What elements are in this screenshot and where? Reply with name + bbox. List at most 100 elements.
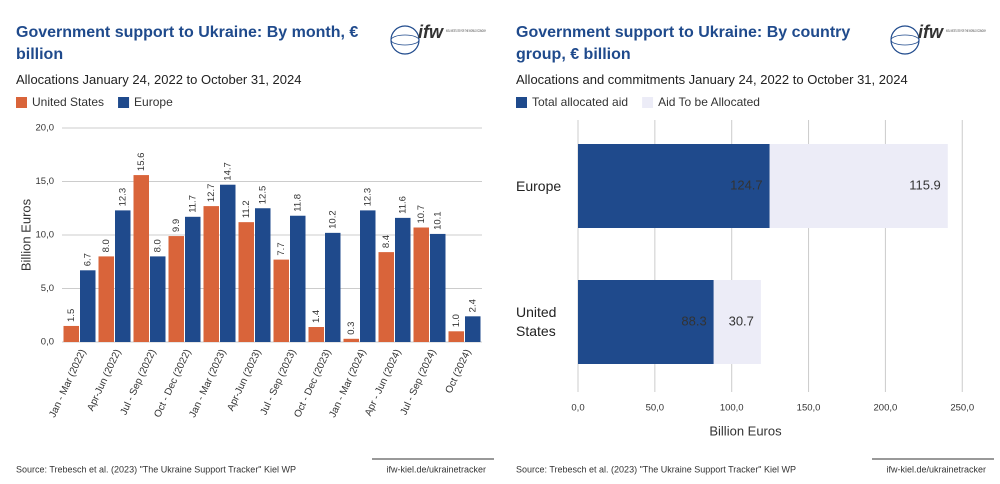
x-axis-label: Billion Euros (709, 423, 782, 438)
legend-label: Total allocated aid (532, 95, 628, 109)
value-label: 8.4 (381, 235, 392, 248)
value-label: 12.5 (257, 186, 268, 205)
x-tick-label: Jul - Sep (2023) (259, 348, 299, 417)
chart: ifw KIEL INSTITUTE FOR THE WORLD ECONOMY T… (516, 22, 994, 474)
value-label: 12.3 (117, 188, 128, 207)
x-tick-label: 250,0 (950, 403, 974, 414)
bar (360, 210, 376, 342)
chart-title: Government support to Ukraine: By countr… (516, 24, 851, 63)
bar (769, 144, 948, 228)
x-tick-label: Jul - Sep (2024) (399, 348, 439, 417)
bar (578, 144, 770, 228)
bar (168, 236, 184, 342)
chart-title: Government support to Ukraine: By month,… (16, 24, 359, 63)
bar (395, 217, 411, 342)
logo-globe (890, 25, 920, 55)
value-label: 8.0 (101, 239, 112, 252)
value-label: 10.7 (416, 205, 427, 224)
bar (80, 270, 96, 342)
logo-globe (390, 25, 420, 55)
y-axis-label: Billion Euros (18, 198, 33, 271)
legend-swatch (516, 97, 527, 108)
legend-label: United States (32, 95, 104, 109)
value-label: 9.9 (171, 219, 182, 232)
bar (325, 232, 341, 342)
bar (308, 327, 324, 342)
y-tick-label: United States (516, 304, 557, 339)
x-tick-label: 50,0 (646, 403, 665, 414)
bar (133, 175, 149, 342)
bar (255, 208, 271, 342)
value-label: 14.7 (222, 162, 233, 181)
value-label: 8.0 (152, 239, 163, 252)
x-tick-label: Oct (2024) (444, 348, 474, 395)
x-tick-label: 100,0 (720, 403, 744, 414)
legend-label: Aid To be Allocated (658, 95, 760, 109)
value-label: 30.7 (729, 313, 754, 328)
bar (185, 216, 201, 342)
value-label: 115.9 (909, 177, 941, 192)
x-tick-label: 150,0 (797, 403, 821, 414)
value-label: 88.3 (681, 313, 706, 328)
x-tick-label: Apr - Jun (2024) (363, 348, 404, 418)
x-tick-label: Jan - Mar (2023) (187, 348, 228, 420)
value-label: 6.7 (82, 253, 93, 266)
legend-label: Europe (134, 95, 173, 109)
bar (220, 184, 236, 342)
bar (98, 256, 114, 342)
chart-subtitle: Allocations and commitments January 24, … (516, 72, 908, 87)
chart: ifw KIEL INSTITUTE FOR THE WORLD ECONOMY U… (16, 22, 494, 474)
bar (203, 206, 219, 342)
logo-text: KIEL INSTITUTE FOR THE WORLD ECONOMY (446, 28, 486, 33)
x-tick-label: Apr-Jun (2023) (225, 348, 263, 413)
bar (578, 280, 714, 364)
x-tick-label: Oct - Dec (2023) (292, 348, 333, 420)
bar (413, 227, 429, 342)
value-label: 10.2 (327, 210, 338, 229)
value-label: 11.7 (187, 195, 198, 213)
source: Source: Trebesch et al. (2023) "The Ukra… (516, 464, 796, 474)
y-tick-label: 10,0 (36, 230, 55, 241)
legend-swatch (16, 97, 27, 108)
value-label: 12.3 (362, 188, 373, 207)
logo-globe (890, 34, 920, 46)
logo-globe (390, 34, 420, 46)
value-label: 124.7 (730, 177, 763, 192)
x-tick-label: Jan - Mar (2024) (327, 348, 368, 420)
bar (343, 338, 359, 342)
value-label: 7.7 (276, 242, 287, 255)
bar (238, 222, 254, 342)
chart-panel: ifw KIEL INSTITUTE FOR THE WORLD ECONOMY T… (500, 0, 1000, 484)
logo-name: ifw (918, 22, 944, 42)
legend-swatch (118, 97, 130, 108)
bar (290, 215, 306, 342)
x-tick-label: Apr-Jun (2022) (85, 348, 123, 413)
bar (448, 331, 464, 342)
value-label: 0.3 (346, 322, 357, 335)
x-tick-label: 0,0 (571, 403, 584, 414)
value-label: 11.6 (397, 196, 408, 214)
bar (273, 259, 289, 342)
link: ifw-kiel.de/ukrainetracker (886, 464, 986, 474)
value-label: 12.7 (206, 184, 217, 203)
chart-subtitle: Allocations January 24, 2022 to October … (16, 72, 302, 87)
value-label: 1.4 (311, 310, 322, 323)
bar (430, 233, 446, 342)
value-label: 1.5 (66, 309, 77, 322)
value-label: 11.2 (241, 200, 252, 218)
link: ifw-kiel.de/ukrainetracker (386, 464, 486, 474)
value-label: 1.0 (451, 314, 462, 327)
y-tick-label: 15,0 (36, 176, 55, 187)
value-label: 10.1 (432, 211, 443, 230)
y-tick-label: 0,0 (41, 337, 54, 348)
bar (465, 316, 481, 342)
value-label: 11.8 (292, 194, 303, 212)
y-tick-label: 5,0 (41, 283, 54, 294)
bar (63, 325, 79, 342)
x-tick-label: 200,0 (874, 403, 898, 414)
x-tick-label: Jan - Mar (2022) (47, 348, 88, 420)
value-label: 2.4 (467, 299, 478, 312)
source: Source: Trebesch et al. (2023) "The Ukra… (16, 464, 296, 474)
y-tick-label: Europe (516, 177, 562, 194)
